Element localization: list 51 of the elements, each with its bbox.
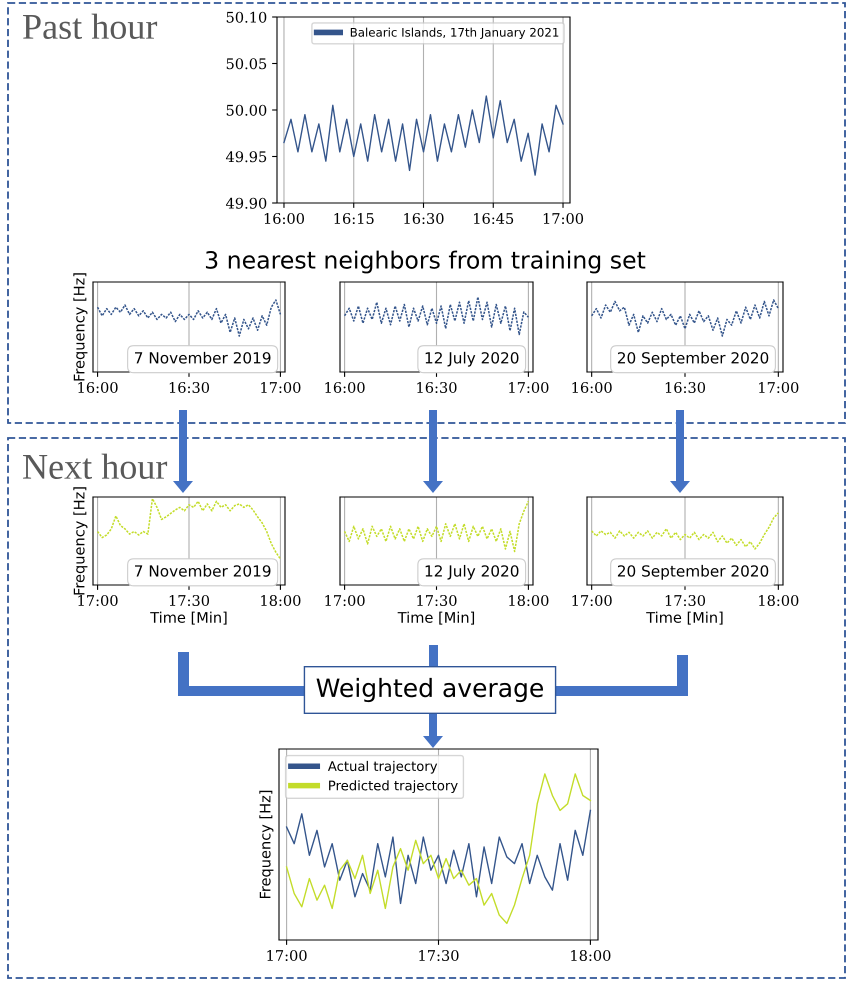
chart-title: Past hour <box>23 14 158 40</box>
x-tick-label: 17:00 <box>759 382 798 394</box>
x-tick-label: 16:30 <box>170 382 210 394</box>
y-tick-label: 49.95 <box>226 151 266 162</box>
annotation: 20 September 2020 <box>618 564 768 580</box>
x-tick-label: 17:30 <box>666 594 706 606</box>
x-tick-label: 16:00 <box>325 382 365 394</box>
chart-title: Next hour <box>23 454 168 480</box>
annotation: 7 November 2019 <box>135 352 270 364</box>
x-tick-label: 16:30 <box>417 382 457 394</box>
x-tick-label: 16:30 <box>404 212 444 224</box>
x-tick-label: 16:00 <box>572 382 612 394</box>
annotation: 12 July 2020 <box>426 352 518 367</box>
x-axis-title: Time [Min] <box>398 612 474 625</box>
y-tick-label: 50.00 <box>226 104 266 116</box>
x-tick-label: 17:30 <box>417 594 457 606</box>
y-tick-label: 49.90 <box>226 198 266 209</box>
x-tick-label: 18:00 <box>571 950 610 962</box>
line-series <box>283 95 564 176</box>
x-tick-label: 17:00 <box>509 382 548 394</box>
x-tick-label: 17:00 <box>261 382 300 394</box>
x-tick-label: 18:00 <box>759 594 798 606</box>
y-tick-label: 50.05 <box>226 58 266 70</box>
y-axis-title: Frequency [Hz] <box>73 273 88 381</box>
x-tick-label: 17:30 <box>419 950 459 962</box>
x-tick-label: 16:30 <box>666 382 706 394</box>
legend-label: Actual trajectory <box>328 760 438 774</box>
text: 3 nearest neighbors from training set <box>206 250 646 274</box>
x-tick-label: 18:00 <box>509 594 548 606</box>
annotation: 7 November 2019 <box>135 564 270 577</box>
x-tick-label: 18:00 <box>261 594 300 606</box>
y-axis-title: Frequency [Hz] <box>73 487 88 595</box>
x-axis-title: Time [Min] <box>646 612 723 625</box>
y-tick-label: 50.10 <box>226 12 266 23</box>
x-tick-label: 17:00 <box>78 594 118 606</box>
x-tick-label: 16:15 <box>334 212 374 224</box>
chart-title: Weighted average <box>316 678 543 702</box>
legend-label: Predicted trajectory <box>329 780 458 794</box>
x-tick-label: 17:00 <box>572 594 612 606</box>
x-tick-label: 16:45 <box>474 212 514 224</box>
x-axis-title: Time [Min] <box>150 612 227 625</box>
x-tick-label: 16:00 <box>264 212 304 224</box>
x-tick-label: 17:00 <box>325 594 365 606</box>
x-tick-label: 17:00 <box>267 950 307 962</box>
x-tick-label: 17:00 <box>544 212 584 224</box>
y-axis-title: Frequency [Hz] <box>259 790 274 898</box>
annotation: 20 September 2020 <box>618 352 768 367</box>
legend-label: Balearic Islands, 17th January 2021 <box>350 28 558 40</box>
x-tick-label: 17:30 <box>170 594 210 606</box>
x-tick-label: 16:00 <box>78 382 118 394</box>
annotation: 12 July 2020 <box>426 564 518 580</box>
